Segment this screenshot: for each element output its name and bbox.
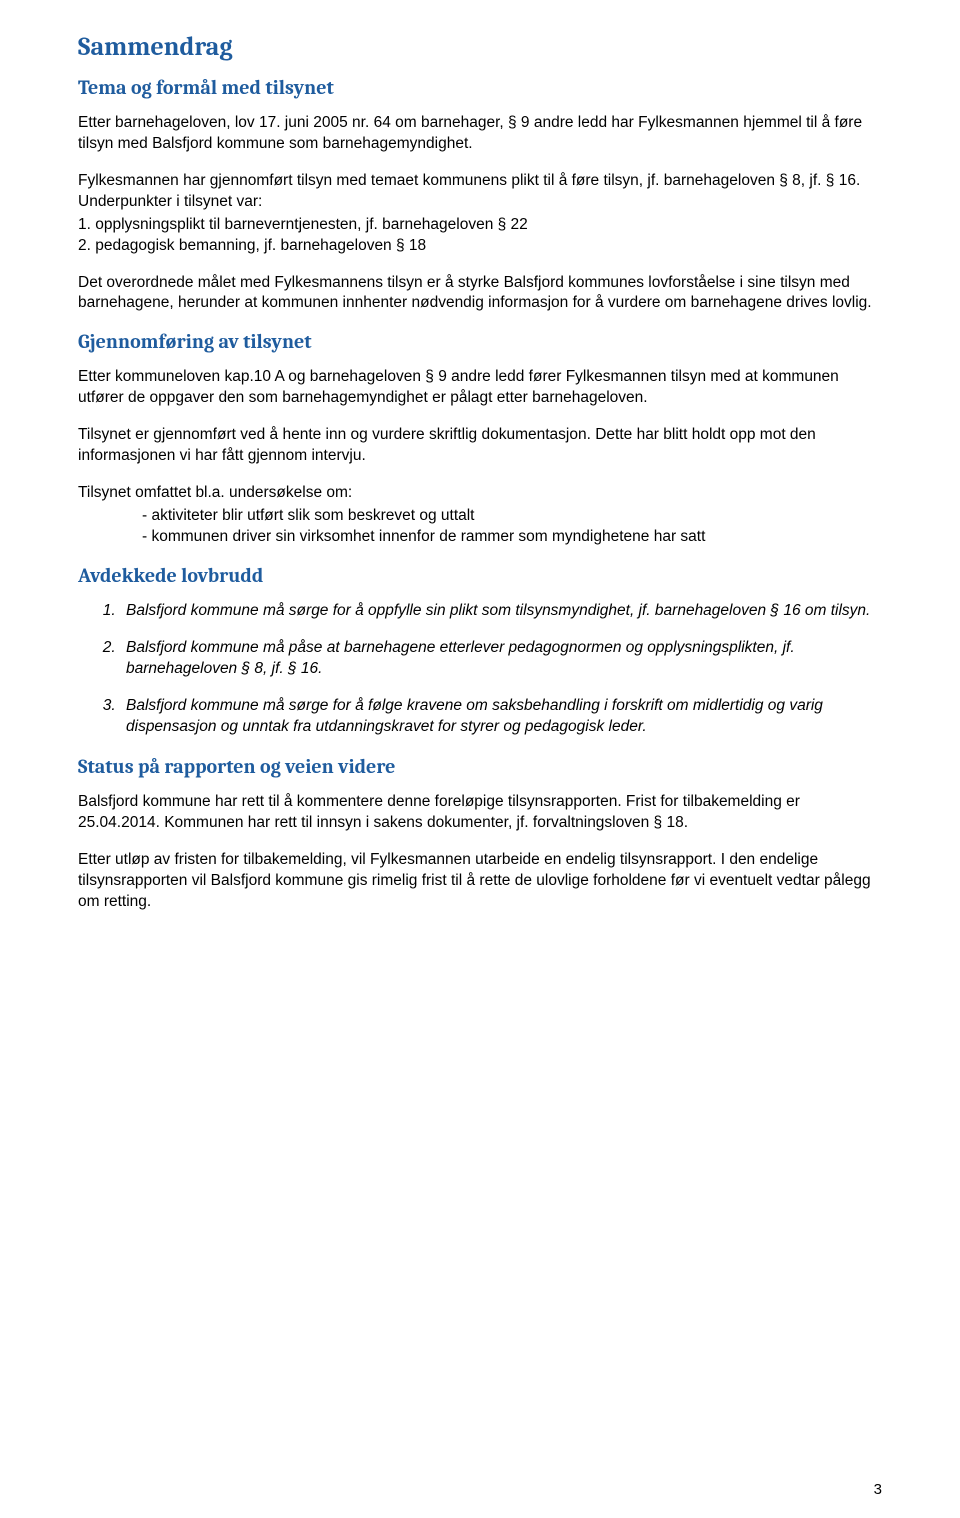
section2-li2: - kommunen driver sin virksomhet innenfo… [142, 527, 882, 548]
section1-li2: 2. pedagogisk bemanning, jf. barnehagelo… [78, 236, 882, 257]
section3-li1: Balsfjord kommune må sørge for å oppfyll… [120, 601, 882, 622]
section1-p2: Fylkesmannen har gjennomført tilsyn med … [78, 171, 882, 213]
page-number: 3 [874, 1481, 882, 1498]
section4-p2: Etter utløp av fristen for tilbakemeldin… [78, 850, 882, 913]
section1-p3: Det overordnede målet med Fylkesmannens … [78, 273, 882, 315]
document-title: Sammendrag [78, 32, 882, 62]
section1-li1: 1. opplysningsplikt til barneverntjenest… [78, 215, 882, 236]
section1-p1: Etter barnehageloven, lov 17. juni 2005 … [78, 113, 882, 155]
section2-p3: Tilsynet omfattet bl.a. undersøkelse om: [78, 483, 882, 504]
section1-heading: Tema og formål med tilsynet [78, 76, 882, 99]
section2-heading: Gjennomføring av tilsynet [78, 330, 882, 353]
section2-p1: Etter kommuneloven kap.10 A og barnehage… [78, 367, 882, 409]
section2-p2: Tilsynet er gjennomført ved å hente inn … [78, 425, 882, 467]
section3-li3: Balsfjord kommune må sørge for å følge k… [120, 696, 882, 738]
section2-li1: - aktiviteter blir utført slik som beskr… [142, 506, 882, 527]
section3-list: Balsfjord kommune må sørge for å oppfyll… [78, 601, 882, 738]
section4-p1: Balsfjord kommune har rett til å komment… [78, 792, 882, 834]
section3-heading: Avdekkede lovbrudd [78, 564, 882, 587]
section3-li2: Balsfjord kommune må påse at barnehagene… [120, 638, 882, 680]
section4-heading: Status på rapporten og veien videre [78, 755, 882, 778]
